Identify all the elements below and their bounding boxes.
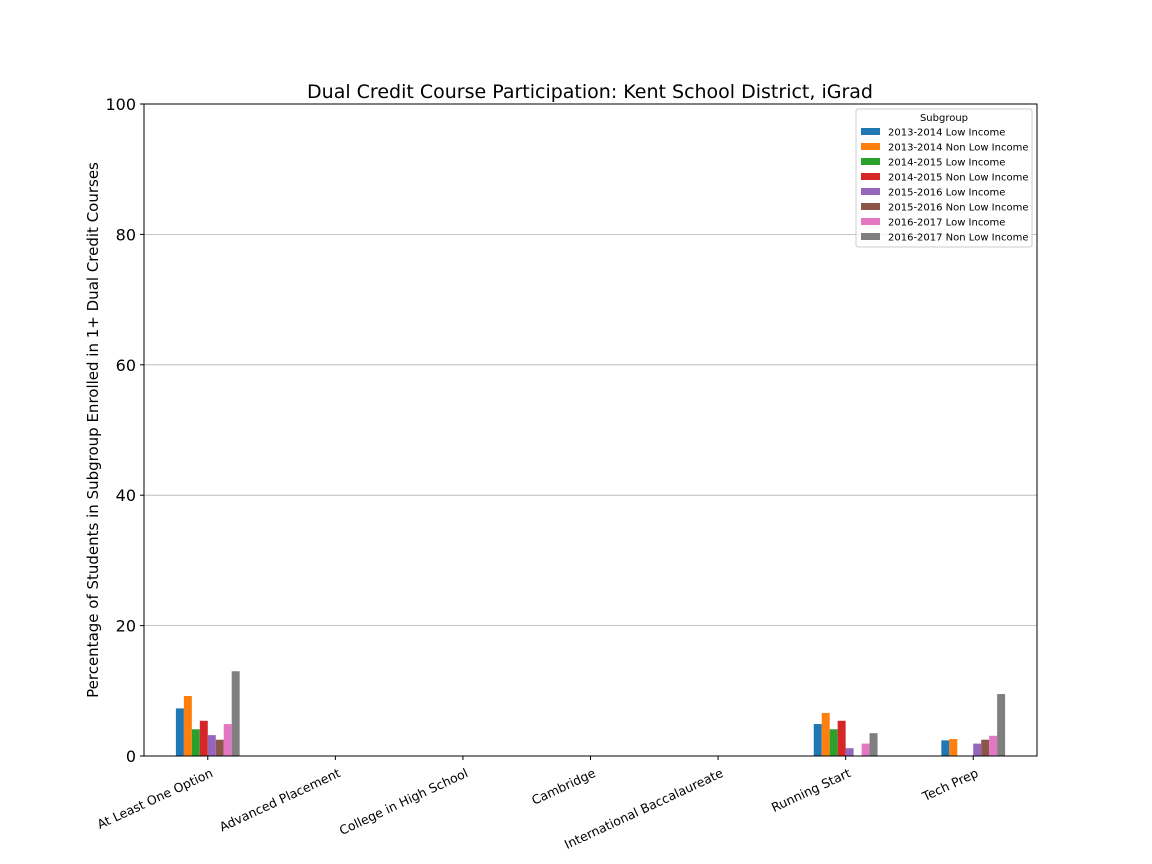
x-tick-label: Tech Prep <box>919 765 980 804</box>
y-tick-label: 20 <box>116 617 136 636</box>
y-tick-label: 80 <box>116 225 136 244</box>
bar <box>997 694 1006 756</box>
bar <box>183 696 192 756</box>
chart-title: Dual Credit Course Participation: Kent S… <box>307 81 873 103</box>
legend-entry: 2015-2016 Non Low Income <box>888 203 1028 214</box>
y-tick-label: 60 <box>116 356 136 375</box>
bar <box>207 735 216 756</box>
legend-swatch <box>861 143 880 150</box>
bar <box>989 735 998 756</box>
legend-entry: 2016-2017 Non Low Income <box>888 233 1028 244</box>
bar <box>941 740 950 756</box>
bar <box>215 739 224 756</box>
bar <box>199 720 208 756</box>
legend: Subgroup 2013-2014 Low Income 2013-2014 N… <box>855 108 1033 248</box>
bar <box>845 748 854 756</box>
legend-box <box>855 108 1033 248</box>
legend-swatch <box>861 158 880 165</box>
legend-title: Subgroup <box>920 113 968 124</box>
legend-swatch <box>861 203 880 210</box>
bar <box>981 739 990 756</box>
y-tick-label: 0 <box>126 747 136 766</box>
legend-swatch <box>861 188 880 195</box>
bar <box>861 743 870 756</box>
legend-entry: 2014-2015 Low Income <box>888 158 1005 169</box>
bar <box>973 743 982 756</box>
legend-entry: 2013-2014 Non Low Income <box>888 143 1028 154</box>
bar <box>231 671 240 756</box>
legend-entry: 2013-2014 Low Income <box>888 128 1005 139</box>
bar <box>175 708 184 756</box>
legend-entry: 2014-2015 Non Low Income <box>888 173 1028 184</box>
legend-swatch <box>861 128 880 135</box>
bar <box>869 733 878 756</box>
legend-entry: 2016-2017 Low Income <box>888 218 1005 229</box>
x-tick-label: Running Start <box>769 765 853 815</box>
x-tick-label: College in High School <box>337 765 470 838</box>
x-tick-label: At Least One Option <box>95 765 215 832</box>
bar <box>813 724 822 756</box>
bar <box>829 729 838 756</box>
bar <box>821 712 830 756</box>
legend-swatch <box>861 218 880 225</box>
x-tick-label: Advanced Placement <box>217 765 343 834</box>
legend-entry: 2015-2016 Low Income <box>888 188 1005 199</box>
x-tick-label: Cambridge <box>529 765 598 808</box>
y-axis-label: Percentage of Students in Subgroup Enrol… <box>84 162 102 698</box>
y-axis-ticks: 0 20 40 60 80 100 <box>105 95 144 766</box>
bar <box>949 739 958 756</box>
y-tick-label: 40 <box>116 486 136 505</box>
bar <box>191 729 200 756</box>
bar <box>223 724 232 756</box>
legend-swatch <box>861 173 880 180</box>
x-axis-ticks: At Least One Option Advanced PlacementCol… <box>95 756 981 852</box>
bars <box>175 671 1006 756</box>
gridlines <box>144 233 1037 626</box>
legend-swatch <box>861 233 880 240</box>
bar <box>837 720 846 756</box>
y-tick-label: 100 <box>105 95 136 114</box>
